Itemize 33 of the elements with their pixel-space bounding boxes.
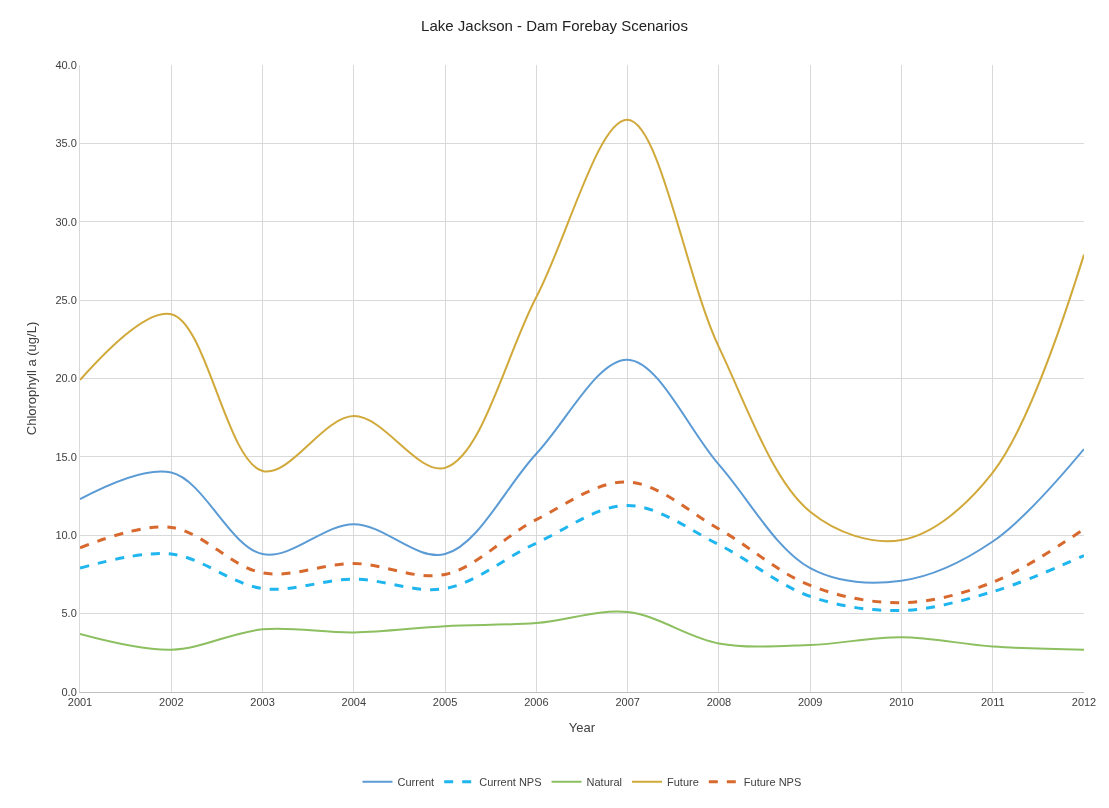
line-series (80, 503, 1084, 613)
x-tick-label: 2002 (159, 696, 184, 709)
line-series (80, 480, 1084, 605)
y-tick-label: 10.0 (55, 529, 77, 542)
legend-label: Current NPS (479, 776, 542, 789)
x-tick-label: 2009 (797, 696, 823, 709)
x-tick-label: 2006 (524, 696, 549, 709)
y-axis-title: Chlorophyll a (ug/L) (24, 321, 40, 436)
line-series (80, 118, 1084, 542)
x-axis-title: Year (568, 719, 596, 735)
y-tick-label: 25.0 (55, 293, 77, 306)
y-tick-label: 40.0 (55, 58, 77, 71)
legend-label: Natural (586, 776, 623, 789)
x-tick-label: 2003 (250, 696, 275, 709)
x-tick-label: 2001 (67, 696, 93, 709)
legend-label: Future (667, 776, 699, 789)
y-tick-label: 35.0 (55, 137, 77, 150)
y-tick-label: 5.0 (61, 607, 77, 620)
y-tick-label: 30.0 (55, 215, 77, 228)
x-tick-label: 2008 (706, 696, 732, 709)
x-tick-label: 2012 (1071, 696, 1097, 709)
x-tick-label: 2004 (341, 696, 367, 709)
line-series (80, 610, 1084, 651)
chart-title: Lake Jackson - Dam Forebay Scenarios (421, 16, 688, 34)
x-tick-label: 2007 (615, 696, 640, 709)
y-tick-label: 0.0 (61, 685, 77, 698)
y-tick-label: 15.0 (55, 450, 77, 463)
x-tick-label: 2011 (980, 696, 1005, 709)
legend-label: Current (397, 776, 435, 789)
y-tick-label: 20.0 (55, 372, 77, 385)
legend-label: Future NPS (743, 776, 802, 789)
x-tick-label: 2005 (432, 696, 458, 709)
x-tick-label: 2010 (889, 696, 914, 709)
